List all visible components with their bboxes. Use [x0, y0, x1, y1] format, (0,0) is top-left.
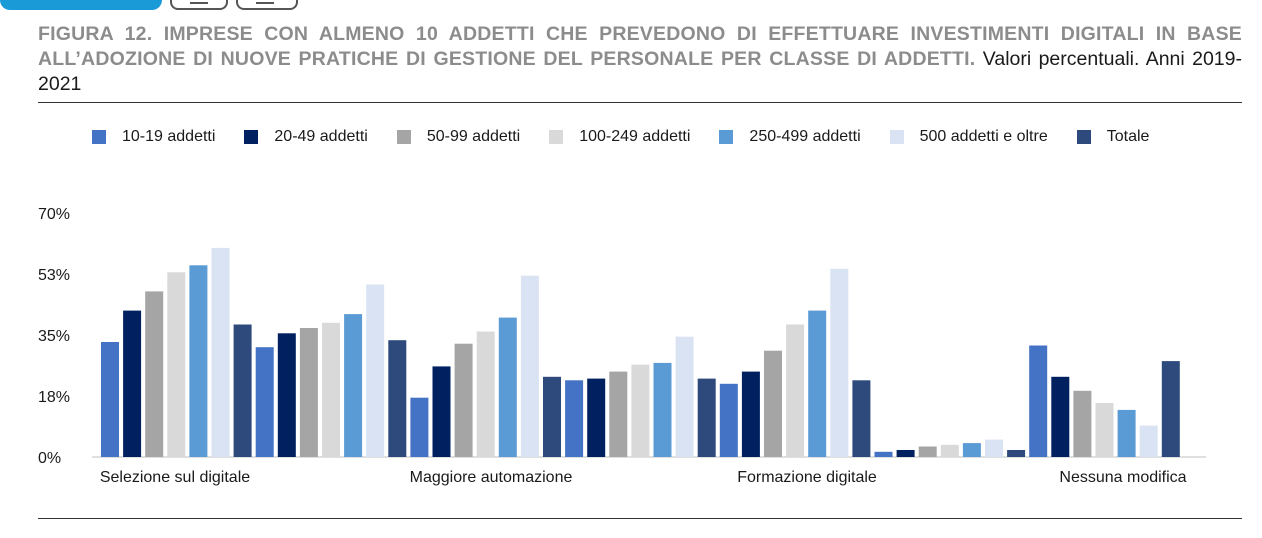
legend-item: 500 addetti e oltre: [889, 128, 1048, 146]
legend-swatch: [396, 130, 411, 144]
legend-swatch: [549, 130, 564, 144]
bar: [609, 371, 628, 457]
category-label: Formazione digitale: [737, 469, 877, 486]
bar: [366, 284, 385, 457]
legend-item: 10-19 addetti: [92, 128, 215, 146]
bar: [1029, 345, 1048, 457]
legend-swatch: [92, 130, 106, 144]
legend-label: 50-99 addetti: [426, 128, 521, 145]
bar: [211, 247, 230, 457]
bar: [145, 291, 164, 457]
legend-label: 10-19 addetti: [122, 128, 216, 145]
bar: [189, 265, 208, 457]
bottom-rule: [38, 518, 1242, 519]
bar: [719, 383, 738, 457]
bar: [123, 310, 142, 457]
y-tick-label: 70%: [38, 206, 70, 223]
pencil-icon[interactable]: [170, 0, 228, 10]
bar: [587, 378, 606, 457]
legend-swatch: [244, 130, 259, 144]
legend-item: 100-249 addetti: [549, 128, 690, 146]
legend-item: 50-99 addetti: [396, 128, 521, 146]
bar: [1073, 390, 1092, 457]
legend-swatch: [719, 130, 734, 144]
legend-swatch: [889, 130, 904, 144]
bar: [1095, 403, 1114, 457]
bar: [764, 350, 782, 457]
bar: [454, 343, 473, 457]
bar: [786, 324, 805, 457]
list-icon[interactable]: [236, 0, 298, 10]
bar: [1117, 409, 1136, 457]
chart-legend: 10-19 addetti 20-49 addetti 50-99 addetti 1…: [92, 128, 1178, 146]
category-label: Selezione sul digitale: [100, 469, 250, 486]
bar: [543, 376, 561, 457]
category-label: Nessuna modifica: [1059, 469, 1186, 486]
blue-tab[interactable]: [0, 0, 162, 10]
legend-label: Totale: [1106, 128, 1150, 145]
bar: [299, 328, 318, 457]
bar: [1139, 425, 1158, 457]
bar: [896, 450, 915, 457]
bar: [344, 314, 363, 457]
bar: [255, 347, 274, 457]
legend-label: 100-249 addetti: [579, 128, 691, 145]
bar: [741, 371, 760, 457]
bar: [565, 380, 584, 457]
bar: [520, 275, 539, 457]
legend-swatch: [1076, 130, 1091, 144]
legend-item: 20-49 addetti: [244, 128, 368, 146]
bar: [167, 272, 186, 457]
bar: [410, 397, 429, 457]
y-tick-label: 18%: [38, 389, 70, 406]
bar: [388, 340, 407, 457]
bar: [498, 317, 517, 457]
bar: [918, 446, 937, 457]
bar: [432, 366, 451, 457]
bar: [962, 443, 981, 457]
legend-item: 250-499 addetti: [719, 128, 861, 146]
y-tick-label: 53%: [38, 267, 70, 284]
bar: [852, 380, 871, 457]
y-tick-label: 0%: [38, 450, 61, 467]
bar: [1161, 361, 1180, 457]
bar: [675, 336, 694, 457]
bar: [101, 342, 119, 457]
bar: [322, 322, 340, 457]
bar: [874, 451, 893, 457]
category-label: Maggiore automazione: [410, 469, 573, 486]
bar: [653, 362, 672, 457]
bar: [940, 444, 959, 457]
y-tick-label: 35%: [38, 328, 70, 345]
bar: [697, 378, 716, 457]
top-rule: [38, 102, 1242, 103]
bar: [631, 364, 650, 457]
legend-label: 500 addetti e oltre: [919, 128, 1048, 145]
figure-title: FIGURA 12. IMPRESE CON ALMENO 10 ADDETTI…: [38, 22, 1242, 97]
legend-item: Totale: [1076, 128, 1150, 146]
bar: [985, 439, 1003, 457]
legend-label: 250-499 addetti: [749, 128, 861, 145]
bar: [233, 324, 252, 457]
bar: [476, 331, 495, 457]
figure-title-subtitle: Valori percentuali. Anni 2019-2021: [38, 48, 1242, 95]
bar: [1007, 450, 1026, 457]
bar: [1051, 376, 1070, 457]
bar: [808, 310, 827, 457]
figure-title-bold: FIGURA 12. IMPRESE CON ALMENO 10 ADDETTI…: [38, 23, 1242, 70]
legend-label: 20-49 addetti: [274, 128, 368, 145]
bar: [277, 333, 296, 457]
bar: [830, 268, 849, 457]
